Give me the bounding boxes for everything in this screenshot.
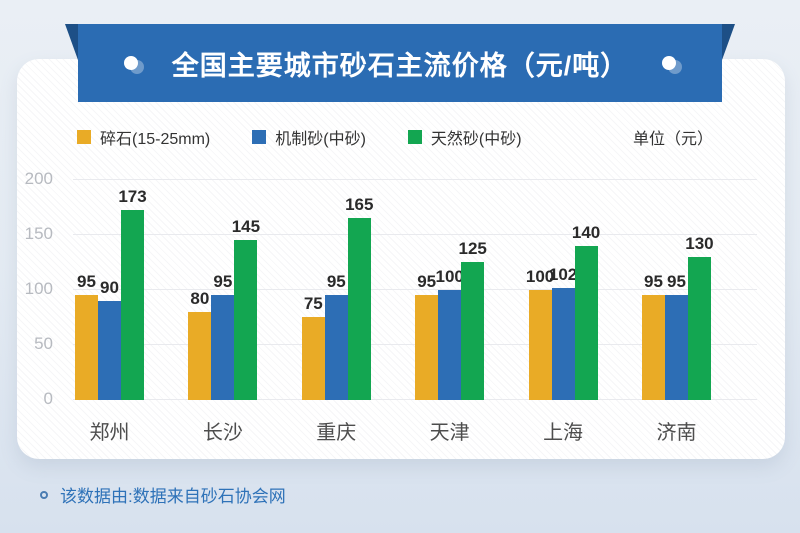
bar-group: 80 95 145 长沙 <box>188 180 260 444</box>
x-axis-category-label: 上海 <box>543 422 584 444</box>
x-axis-category-label: 重庆 <box>316 422 357 444</box>
bar-wrap: 145 <box>232 217 260 400</box>
bar-value-label: 100 <box>525 267 555 286</box>
legend-item: 机制砂(中砂) <box>252 125 366 149</box>
legend-label: 机制砂(中砂) <box>275 131 366 148</box>
bar <box>188 312 212 400</box>
bar <box>121 210 144 400</box>
bar-wrap: 95 <box>415 272 439 400</box>
bar-wrap: 95 <box>324 272 348 400</box>
bar-value-label: 165 <box>345 195 374 214</box>
gridline <box>73 344 757 345</box>
legend-swatch-icon <box>407 130 422 144</box>
bar <box>234 240 258 400</box>
bar-group: 100 102 140 上海 <box>526 180 600 444</box>
data-source-text: 该数据由:数据来自砂石协会网 <box>60 487 286 506</box>
legend-label: 碎石(15-25mm) <box>100 131 211 148</box>
x-axis-category-label: 长沙 <box>202 422 243 444</box>
bar <box>98 301 121 400</box>
gridline <box>73 234 757 235</box>
bar-wrap: 95 <box>641 272 665 400</box>
title-banner: 全国主要城市砂石主流价格（元/吨） <box>78 24 722 102</box>
bar-value-label: 95 <box>77 272 96 291</box>
bar <box>687 257 711 400</box>
bar-value-label: 80 <box>190 289 210 308</box>
bar-group: 95 90 173 郑州 <box>75 180 147 444</box>
bar-value-label: 95 <box>326 272 346 291</box>
bar-wrap: 130 <box>685 234 714 400</box>
banner-fold-right <box>722 24 735 60</box>
circle-bullet-icon <box>40 490 48 499</box>
bar-wrap: 95 <box>664 272 688 400</box>
bar-group: 95 100 125 天津 <box>415 180 487 444</box>
bar-value-label: 90 <box>100 278 119 297</box>
page-title: 全国主要城市砂石主流价格（元/吨） <box>171 50 629 81</box>
bar-group: 95 95 130 济南 <box>641 180 714 444</box>
bar <box>301 317 325 400</box>
gridline <box>73 179 757 180</box>
legend-item: 碎石(15-25mm) <box>77 125 210 149</box>
bar-value-label: 95 <box>417 272 437 291</box>
bar-value-label: 102 <box>548 265 578 284</box>
bar-wrap: 95 <box>211 272 235 400</box>
legend-item: 天然砂(中砂) <box>407 125 522 149</box>
bar <box>461 262 485 400</box>
bar-wrap: 95 <box>75 272 98 400</box>
legend-label: 天然砂(中砂) <box>430 131 522 148</box>
y-axis-tick-label: 150 <box>24 224 53 243</box>
bar-wrap: 173 <box>118 187 147 400</box>
bar <box>211 295 235 400</box>
bar <box>415 295 439 400</box>
bar-wrap: 165 <box>345 195 373 400</box>
bar-wrap: 140 <box>572 223 600 400</box>
bar-value-label: 125 <box>458 239 487 258</box>
plot-area: 0 50 100 150 200 95 90 173 郑州 80 95 145 长沙 75 95 165 重庆 9… <box>25 169 757 444</box>
y-axis-tick-label: 0 <box>43 389 53 408</box>
gridline <box>73 289 757 290</box>
unit-label: 单位（元） <box>632 131 713 148</box>
x-axis-category-label: 济南 <box>656 422 697 444</box>
bar-value-label: 145 <box>231 217 261 236</box>
bar <box>664 295 688 400</box>
x-axis-category-label: 郑州 <box>89 422 130 444</box>
footer: 该数据由:数据来自砂石协会网 <box>40 482 286 507</box>
bar-value-label: 100 <box>435 267 464 286</box>
bar-wrap: 90 <box>98 278 121 400</box>
bar-wrap: 102 <box>549 265 577 400</box>
bar <box>347 218 371 400</box>
bar-value-label: 95 <box>666 272 686 291</box>
bar-wrap: 100 <box>526 267 554 400</box>
bar-value-label: 95 <box>213 272 233 291</box>
dot-icon <box>123 56 138 70</box>
dot-icon <box>662 56 677 70</box>
gridline <box>73 399 757 400</box>
bar <box>641 295 665 400</box>
bar-value-label: 140 <box>571 223 601 242</box>
bar-wrap: 80 <box>188 289 212 400</box>
legend-swatch-icon <box>77 130 91 144</box>
x-axis-category-label: 天津 <box>429 422 470 444</box>
banner-fold-left <box>65 24 78 60</box>
bar <box>75 295 98 400</box>
bar <box>574 246 598 400</box>
y-axis-tick-label: 200 <box>24 169 53 188</box>
legend: 碎石(15-25mm) 机制砂(中砂) 天然砂(中砂) 单位（元） <box>77 125 713 149</box>
y-axis-tick-label: 50 <box>34 334 53 353</box>
bar-value-label: 95 <box>643 272 663 291</box>
legend-swatch-icon <box>252 130 267 144</box>
bar <box>528 290 552 400</box>
chart-card: 碎石(15-25mm) 机制砂(中砂) 天然砂(中砂) 单位（元） 0 50 100 150… <box>17 59 785 459</box>
bar-group: 75 95 165 重庆 <box>301 180 373 444</box>
bar-value-label: 75 <box>303 294 323 313</box>
bar-wrap: 125 <box>458 239 487 400</box>
bar-value-label: 130 <box>685 234 714 253</box>
bar-wrap: 100 <box>435 267 464 400</box>
bar-value-label: 173 <box>118 187 147 206</box>
bar <box>551 288 575 400</box>
bar <box>438 290 462 400</box>
y-axis-tick-label: 100 <box>24 279 53 298</box>
bar <box>324 295 348 400</box>
bar-wrap: 75 <box>301 294 325 400</box>
